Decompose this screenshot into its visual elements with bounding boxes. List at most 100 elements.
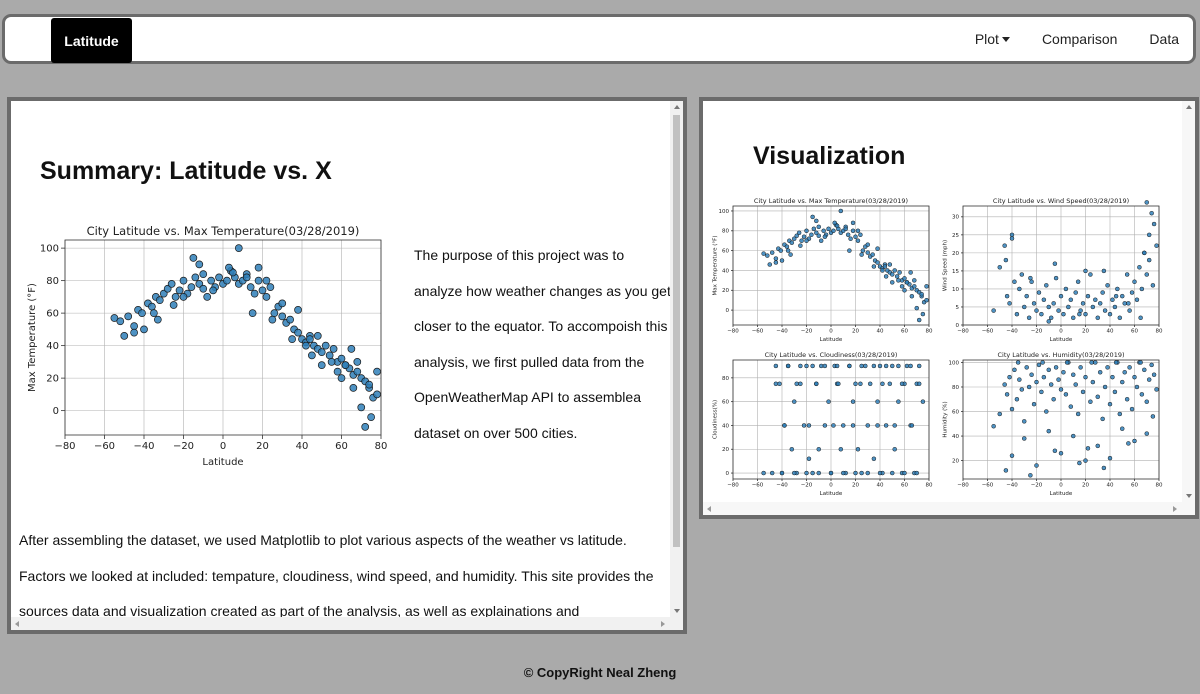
chart0-point [199, 284, 208, 293]
chart2-point [1138, 315, 1143, 321]
scroll-down-icon[interactable] [674, 609, 680, 613]
chart1-point [875, 260, 880, 265]
chart2-point [1007, 301, 1012, 306]
chart4-point [1078, 365, 1083, 370]
chart0-x-tick-label: −20 [173, 441, 194, 452]
chart4-point [1024, 365, 1029, 370]
chart4-point [1097, 370, 1103, 375]
chart0-x-tick-label: 60 [335, 441, 348, 452]
scroll-right-icon[interactable] [1173, 506, 1177, 512]
chart3-point [836, 381, 841, 387]
chart2-point [1036, 290, 1042, 295]
chart4-point [1004, 392, 1010, 397]
chart3-point [806, 456, 812, 462]
chart3-x-tick-label: −20 [801, 483, 813, 489]
chart0-point [179, 293, 188, 301]
chart2-point [1126, 301, 1131, 306]
chart2-point [1097, 301, 1103, 306]
chart3-point [883, 423, 889, 428]
scroll-left-icon[interactable] [15, 621, 19, 627]
chart4-x-tick-label: 80 [1156, 483, 1163, 489]
chart2-point [1019, 272, 1025, 277]
scroll-up-icon[interactable] [674, 105, 680, 109]
scroll-left-icon[interactable] [707, 506, 711, 512]
chart3-point [850, 399, 856, 404]
chart4-y-axis-label: Humidity (%) [943, 401, 949, 437]
chart3-point [871, 456, 877, 462]
chart2-point [1041, 297, 1047, 303]
chart1-point [865, 250, 870, 255]
chart3-point [773, 381, 779, 387]
chart2-point [1012, 279, 1017, 284]
nav-data[interactable]: Data [1149, 31, 1179, 47]
chart3-x-tick-label: 60 [901, 483, 908, 489]
cloudiness-thumb-chart: −80 −60 −40 −20 0 20 40 60 80 0 20 40 60 80 City Latit… [713, 351, 933, 497]
chart3-point [916, 363, 922, 369]
chart2-point [1120, 293, 1125, 299]
chart4-point [1124, 397, 1130, 402]
chart3-point [863, 363, 868, 369]
chart1-y-tick-label: 100 [719, 209, 730, 215]
chart0-point [225, 263, 233, 272]
chart3-point [853, 381, 858, 387]
chart4-x-tick-label: −60 [982, 483, 994, 489]
chart2-point [1031, 301, 1037, 306]
chart2-point [1083, 268, 1088, 274]
chart3-point [801, 423, 807, 428]
chart1-point [882, 264, 888, 269]
chart2-x-tick-label: 80 [1156, 329, 1163, 335]
chart4-y-tick-label: 100 [949, 360, 960, 366]
chart1-point [859, 252, 864, 257]
chart4-point [1112, 389, 1118, 395]
chart0-y-tick-label: 80 [46, 276, 59, 287]
nav-plot-label: Plot [974, 31, 999, 47]
chart3-point [773, 363, 779, 369]
chart4-point [1071, 372, 1076, 377]
chart1-x-tick-label: 40 [877, 329, 884, 335]
chart2-point [1112, 304, 1118, 310]
horizontal-scrollbar[interactable] [703, 502, 1195, 515]
chart4-point [1127, 365, 1132, 370]
chart4-point [1144, 399, 1149, 404]
vertical-scrollbar[interactable] [1182, 101, 1195, 502]
chart1-point [860, 248, 866, 253]
chart0-x-tick-label: −80 [54, 441, 75, 452]
chart4-x-tick-label: 20 [1082, 483, 1089, 489]
chart3-point [816, 470, 821, 476]
scrollbar-thumb[interactable] [673, 115, 680, 547]
scroll-down-icon[interactable] [1186, 494, 1192, 498]
chart2-point [1154, 243, 1159, 248]
chart3-point [818, 363, 824, 369]
chart2-point [1088, 272, 1093, 277]
chart1-point [909, 293, 915, 299]
chart4-point [1105, 365, 1110, 370]
chart0-point [246, 283, 255, 291]
chart2-point [1080, 301, 1086, 306]
horizontal-scrollbar[interactable] [11, 617, 683, 630]
chart1-point [850, 228, 856, 234]
max-temp-thumb-chart: −80 −60 −40 −20 0 20 40 60 80 0 20 40 60 80 100 City La… [713, 197, 933, 343]
chart4-point [1154, 387, 1159, 392]
scroll-right-icon[interactable] [661, 621, 665, 627]
brand-logo[interactable]: Latitude [51, 18, 132, 63]
nav-comparison[interactable]: Comparison [1041, 31, 1118, 47]
chart2-point [1044, 283, 1049, 288]
chart0-x-tick-label: −60 [94, 441, 115, 452]
nav-plot-dropdown[interactable]: Plot [975, 31, 1010, 47]
chart0-point [153, 315, 162, 324]
chart4-point [1052, 448, 1058, 454]
chart0-point [317, 361, 326, 369]
vertical-scrollbar[interactable] [670, 101, 683, 617]
scroll-up-icon[interactable] [1186, 105, 1192, 109]
chart1-x-tick-label: 60 [901, 329, 908, 335]
chart0-point [254, 276, 263, 285]
nav-links: Plot Comparison Data [943, 17, 1179, 61]
chart0-point [268, 315, 277, 324]
chart2-point [1144, 272, 1149, 277]
chart2-y-tick-label: 0 [956, 323, 960, 329]
chart4-point [1149, 362, 1154, 368]
chart4-point [1120, 426, 1125, 431]
chart1-point [853, 234, 858, 239]
chart0-point [286, 315, 294, 324]
chart1-point [821, 228, 826, 234]
